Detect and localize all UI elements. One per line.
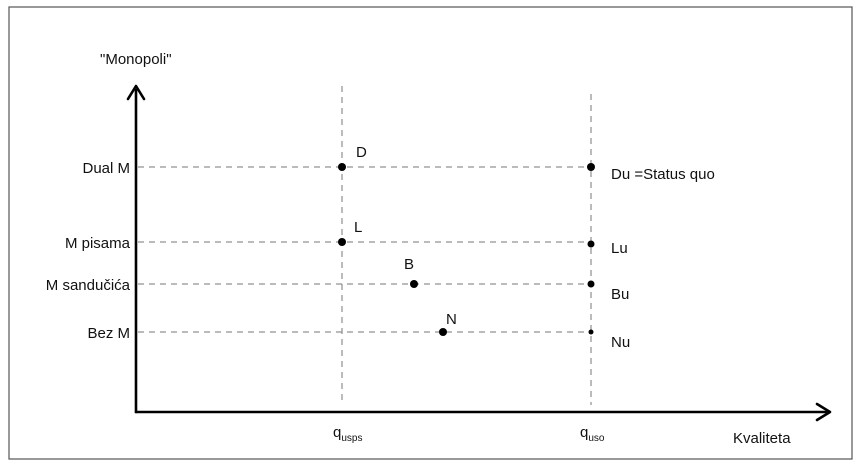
x-axis-title: Kvaliteta bbox=[733, 430, 791, 447]
ylevel-bez-m: Bez M bbox=[87, 325, 130, 342]
point-nu bbox=[588, 329, 594, 335]
y-axis-title: "Monopoli" bbox=[100, 51, 172, 68]
xtick-quso: quso bbox=[580, 424, 605, 444]
point-n bbox=[439, 328, 447, 336]
point-d bbox=[338, 163, 346, 171]
axes bbox=[126, 84, 832, 422]
xtick-qusps-main: q bbox=[333, 424, 341, 441]
point-label-bu: Bu bbox=[611, 286, 629, 303]
ylevel-m-pisama: M pisama bbox=[65, 235, 131, 252]
point-label-du: Du =Status quo bbox=[611, 166, 715, 183]
point-lu bbox=[587, 240, 595, 248]
ylevel-m-sanducica: M sandučića bbox=[46, 277, 131, 294]
x-axis-arrowhead bbox=[815, 402, 832, 422]
diagram-border bbox=[8, 6, 853, 460]
point-label-d: D bbox=[356, 144, 367, 161]
point-l bbox=[338, 238, 346, 246]
points bbox=[338, 163, 595, 336]
xtick-qusps-sub: usps bbox=[341, 433, 362, 444]
xtick-qusps: qusps bbox=[333, 424, 362, 444]
point-label-lu: Lu bbox=[611, 240, 628, 257]
point-label-l: L bbox=[354, 219, 362, 236]
xtick-quso-sub: uso bbox=[588, 433, 605, 444]
point-label-nu: Nu bbox=[611, 334, 630, 351]
xtick-quso-main: q bbox=[580, 424, 588, 441]
point-bu bbox=[587, 280, 595, 288]
ylevel-dual-m: Dual M bbox=[82, 160, 130, 177]
point-du bbox=[587, 163, 595, 171]
point-b bbox=[410, 280, 418, 288]
point-label-b: B bbox=[404, 256, 414, 273]
y-axis-arrowhead bbox=[126, 84, 146, 101]
point-label-n: N bbox=[446, 311, 457, 328]
